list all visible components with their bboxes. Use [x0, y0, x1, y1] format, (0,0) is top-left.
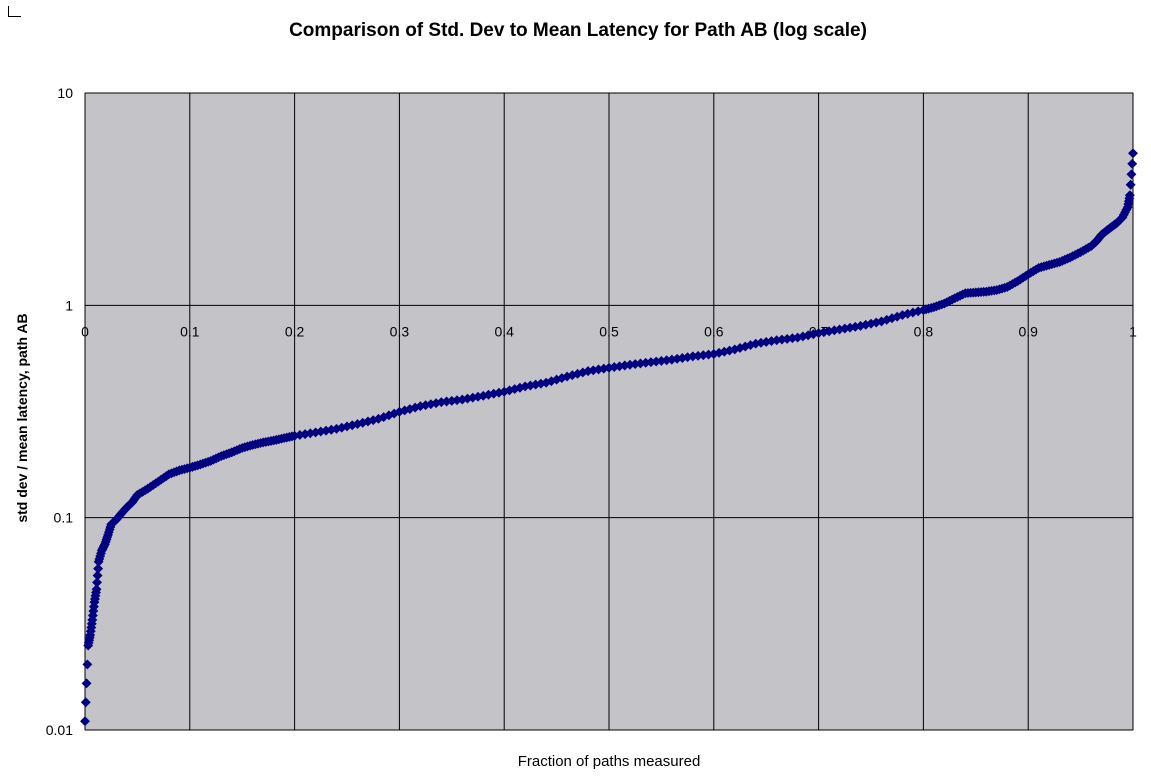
grid: [84, 92, 1134, 731]
x-tick-label: 0.3: [390, 323, 410, 339]
x-tick-label: 0.1: [180, 323, 200, 339]
data-point: [93, 563, 104, 574]
data-points: [80, 148, 1138, 727]
x-tick-label: 0.8: [914, 323, 934, 339]
y-axis-title: std dev / mean latency, path AB: [14, 313, 30, 522]
chart-title: Comparison of Std. Dev to Mean Latency f…: [289, 20, 867, 41]
data-point: [1124, 190, 1135, 201]
data-point: [80, 716, 90, 727]
data-point: [1126, 169, 1137, 180]
data-point: [92, 577, 103, 588]
x-tick-label: 0.5: [599, 323, 619, 339]
data-point: [81, 678, 92, 689]
x-tick-label: 0.6: [704, 323, 724, 339]
y-tick-label: 0.01: [46, 722, 73, 738]
data-point: [92, 570, 103, 581]
x-axis-title: Fraction of paths measured: [518, 753, 701, 770]
data-point: [1127, 158, 1138, 169]
x-tick-label: 0.4: [494, 323, 514, 339]
y-tick-label: 1: [65, 297, 73, 313]
x-tick-label: 0.2: [285, 323, 305, 339]
x-tick-label: 0.9: [1018, 323, 1038, 339]
y-tick-label: 10: [57, 85, 73, 101]
data-point: [80, 697, 91, 708]
data-point: [1125, 179, 1136, 190]
x-tick-label: 1: [1129, 323, 1137, 339]
x-tick-label: 0: [81, 323, 89, 339]
data-point: [82, 659, 93, 670]
y-tick-labels: 0.01 0.1 1 10: [46, 85, 73, 738]
corner-mark: [8, 6, 21, 17]
y-tick-label: 0.1: [54, 510, 74, 526]
data-point: [91, 584, 102, 595]
data-point: [1128, 148, 1138, 159]
